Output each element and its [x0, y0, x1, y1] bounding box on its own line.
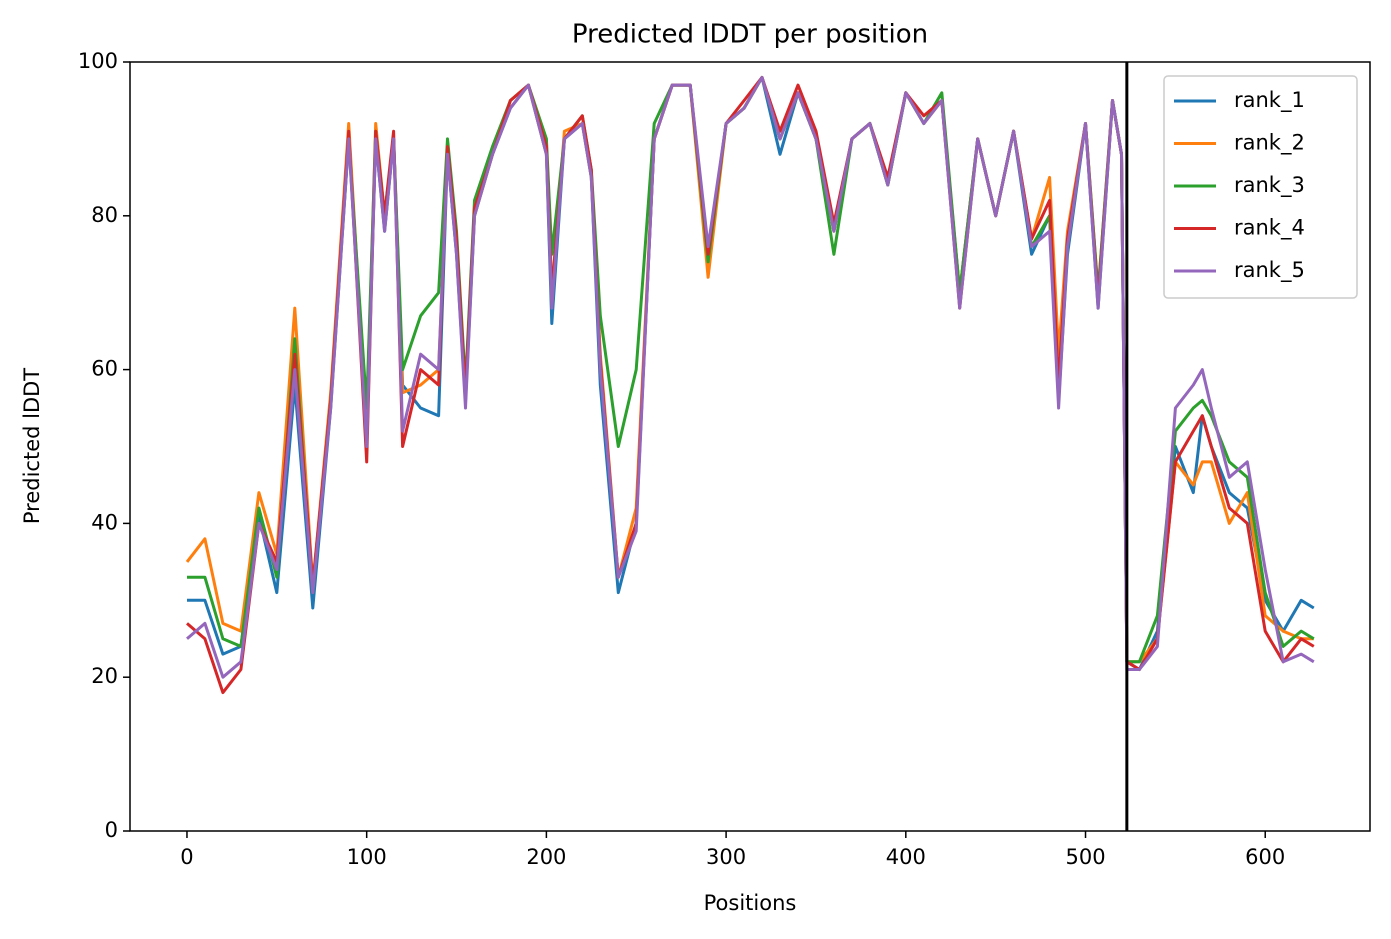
x-tick-label: 500	[1065, 845, 1105, 869]
legend-box	[1163, 75, 1358, 299]
y-tick-label: 100	[78, 49, 118, 73]
chart-title: Predicted lDDT per position	[572, 20, 928, 50]
series-line	[185, 75, 1314, 664]
x-tick-label: 400	[886, 845, 926, 869]
legend-label: rank_3	[1234, 173, 1305, 198]
y-tick-label: 0	[105, 818, 118, 842]
x-tick-label: 300	[706, 845, 746, 869]
series-line	[187, 75, 1315, 671]
plot-frame	[129, 61, 1371, 832]
legend-label: rank_4	[1234, 216, 1305, 241]
y-tick-label: 60	[91, 357, 118, 381]
x-tick-label: 600	[1245, 845, 1285, 869]
y-tick-label: 80	[91, 203, 118, 227]
x-tick-label: 100	[347, 845, 387, 869]
legend-label: rank_2	[1234, 131, 1305, 156]
legend-label: rank_1	[1234, 88, 1305, 113]
x-tick-label: 200	[526, 845, 566, 869]
legend-label: rank_5	[1234, 258, 1305, 283]
x-tick-label: 0	[180, 845, 193, 869]
series-line	[186, 75, 1315, 695]
series-line	[187, 75, 1315, 664]
y-tick-label: 20	[91, 664, 118, 688]
legend: rank_1 rank_2 rank_3 rank_4 rank_5	[1163, 75, 1358, 299]
series-line	[186, 75, 1315, 679]
x-axis-label: Positions	[704, 891, 797, 915]
y-tick-label: 40	[91, 510, 118, 534]
y-axis-label: Predicted lDDT	[20, 368, 44, 524]
